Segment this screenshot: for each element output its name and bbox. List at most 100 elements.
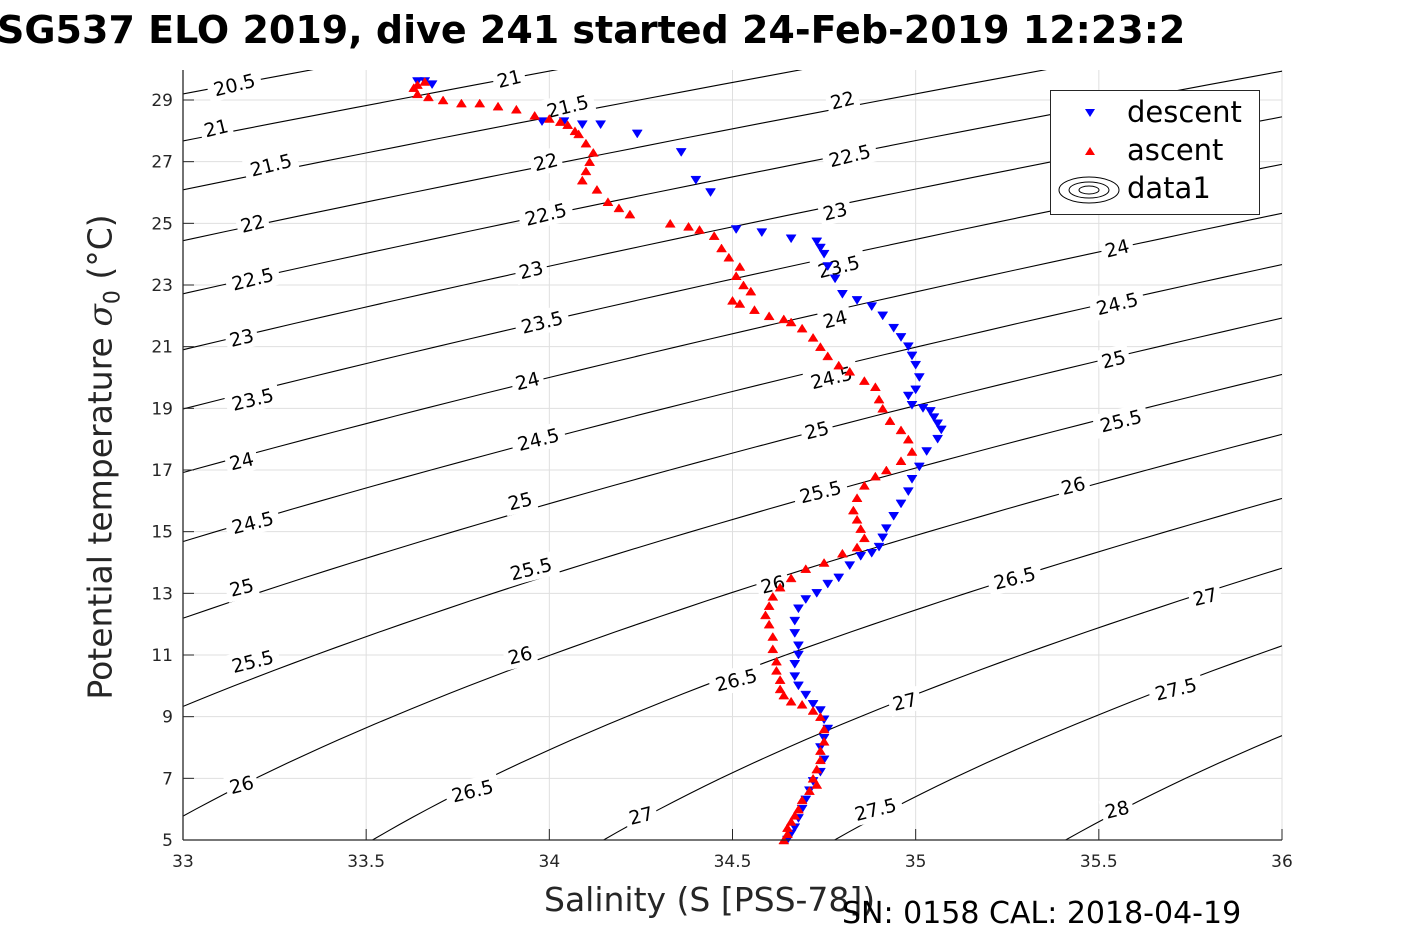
ascent-marker	[745, 286, 757, 296]
descent-marker	[792, 604, 804, 614]
ascent-marker	[683, 221, 694, 231]
descent-marker	[888, 512, 900, 521]
y-tick-label: 23	[151, 276, 173, 296]
contour-label-group: 24.5	[802, 359, 861, 396]
ascent-marker	[774, 582, 786, 592]
ascent-marker	[851, 493, 863, 502]
ascent-marker	[562, 120, 574, 129]
descent-marker	[814, 243, 826, 253]
ascent-marker	[774, 675, 786, 684]
y-tick-label: 29	[151, 91, 173, 111]
contour-label: 27	[627, 803, 656, 830]
contour-label: 21	[495, 66, 524, 93]
descent-marker	[789, 616, 801, 626]
ascent-marker	[902, 434, 914, 444]
descent-marker	[917, 404, 929, 413]
descent-marker	[906, 475, 918, 484]
contour-label-group: 27.5	[846, 791, 905, 828]
y-tick-label: 17	[151, 461, 173, 481]
contour-label-group: 23	[512, 254, 550, 286]
legend-item-data1: data1	[1051, 171, 1259, 209]
ascent-marker	[807, 706, 819, 715]
contour-label-group: 26	[223, 768, 261, 801]
contour-label: 25	[1099, 346, 1128, 373]
ascent-marker	[811, 780, 823, 789]
descent-marker	[851, 296, 863, 305]
ascent-marker	[811, 764, 823, 774]
ascent-marker	[730, 271, 742, 280]
y-tick-label: 21	[151, 338, 173, 358]
contour-label-group: 22.5	[516, 195, 575, 233]
y-tick-label: 13	[151, 584, 173, 604]
descent-marker	[675, 148, 687, 157]
ascent-marker	[734, 299, 746, 308]
ascent-marker	[818, 724, 830, 734]
contour-label: 25	[803, 417, 832, 444]
contour-label: 24.5	[808, 363, 854, 395]
ascent-marker	[437, 95, 449, 105]
contour-line	[183, 116, 1282, 351]
descent-marker	[822, 579, 834, 589]
contour-label-group: 24	[223, 445, 261, 477]
ascent-marker	[767, 591, 779, 601]
ascent-marker	[800, 564, 812, 573]
contour-label-bg	[538, 88, 597, 125]
contour-label-group: 24.5	[223, 504, 282, 541]
contour-label-bg	[754, 568, 792, 600]
descent-marker	[576, 120, 588, 130]
descent-marker	[844, 561, 856, 571]
x-tick-label: 33	[172, 852, 194, 872]
ascent-marker	[734, 262, 746, 271]
data-markers	[408, 77, 947, 845]
ascent-marker	[807, 773, 819, 783]
ascent-marker	[767, 632, 779, 641]
contour-label-group: 25	[1095, 343, 1132, 375]
contour-label-bg	[223, 380, 282, 418]
descent-marker	[789, 660, 801, 669]
ascent-marker	[576, 175, 588, 185]
contour-label: 23	[821, 198, 850, 225]
contour-label: 22.5	[230, 264, 276, 296]
descent-marker	[880, 524, 892, 534]
contour-label-group: 22.5	[820, 137, 879, 174]
contour-label-bg	[809, 248, 868, 285]
contour-label-group: 27	[1186, 580, 1224, 612]
contour-label-group: 21.5	[241, 146, 301, 183]
contour-label-bg	[816, 195, 854, 227]
contour-label-group: 21	[490, 62, 528, 94]
ascent-marker	[796, 323, 808, 333]
contour-line	[833, 645, 1282, 840]
descent-marker	[792, 650, 804, 660]
ascent-marker	[767, 644, 779, 654]
contour-label-bg	[886, 685, 924, 717]
x-tick-label: 35	[905, 852, 927, 872]
y-axis-label: Potential temperature σ0 (°C)	[80, 214, 126, 700]
contour-label-group: 25	[798, 414, 836, 446]
contour-label: 24	[821, 306, 850, 333]
descent-marker	[756, 228, 768, 238]
descent-marker	[811, 589, 823, 598]
ascent-marker	[708, 231, 720, 240]
descent-marker	[895, 499, 907, 509]
contour-line	[602, 567, 1282, 840]
descent-marker	[910, 360, 922, 370]
contour-label-bg	[816, 303, 854, 335]
contour-label-group: 25	[223, 571, 261, 603]
ascent-marker	[895, 456, 907, 465]
contour-label-bg	[241, 146, 301, 183]
contour-label-group: 24	[816, 303, 854, 335]
ascent-marker	[858, 480, 870, 490]
ascent-marker	[573, 129, 585, 139]
descent-marker	[785, 234, 797, 244]
ascent-marker	[873, 394, 885, 404]
ascent-marker	[749, 305, 760, 314]
descent-marker	[426, 80, 438, 90]
ascent-marker	[814, 712, 826, 721]
contour-label-bg	[512, 303, 572, 341]
contour-label-bg	[501, 485, 539, 517]
contour-label-bg	[791, 473, 850, 510]
contour-label-bg	[527, 146, 565, 178]
contour-label-group: 25	[501, 485, 539, 517]
ascent-marker	[738, 280, 749, 290]
descent-marker	[935, 425, 947, 435]
